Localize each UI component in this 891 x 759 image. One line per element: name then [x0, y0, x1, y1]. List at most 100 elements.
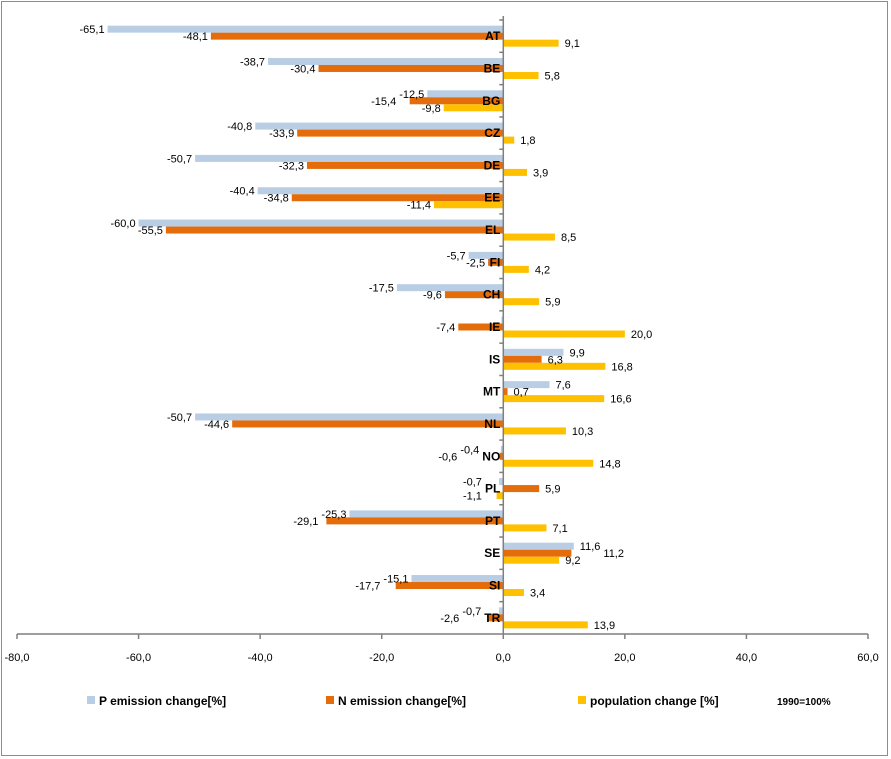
data-label: 5,8 — [545, 70, 560, 82]
data-label: -29,1 — [293, 516, 318, 528]
bar-CH-series-1 — [444, 291, 504, 299]
data-label: -40,4 — [230, 186, 255, 198]
data-label: 0,7 — [514, 387, 529, 399]
data-label: 20,0 — [631, 329, 652, 341]
data-label: -25,3 — [321, 509, 346, 521]
category-label: CH — [483, 288, 500, 302]
bar-SE-series-2 — [503, 556, 560, 564]
bar-IS-series-1 — [503, 355, 542, 363]
bar-PL-series-1 — [503, 485, 540, 493]
bar-BE-series-2 — [503, 71, 539, 79]
baseline-annotation: 1990=100% — [777, 697, 831, 708]
bar-CZ-series-1 — [297, 129, 504, 137]
data-label: -38,7 — [240, 56, 265, 68]
bar-IS-series-2 — [503, 362, 606, 370]
bar-EL-series-1 — [165, 226, 504, 234]
bar-SI-series-0 — [411, 575, 504, 583]
bar-FI-series-1 — [488, 258, 504, 266]
bar-CZ-series-0 — [255, 122, 504, 130]
bar-PT-series-1 — [326, 517, 504, 525]
bar-MT-series-1 — [503, 388, 508, 396]
data-label: -0,6 — [438, 451, 457, 463]
category-label: SE — [484, 546, 500, 560]
bar-IE-series-0 — [501, 316, 504, 324]
data-label: -40,8 — [227, 121, 252, 133]
bar-EE-series-2 — [433, 201, 504, 209]
bar-BE-series-1 — [318, 64, 504, 72]
data-label: -7,4 — [436, 322, 455, 334]
data-label: -0,4 — [460, 444, 479, 456]
category-label: EL — [485, 223, 500, 237]
x-tick-label: 20,0 — [614, 652, 635, 664]
data-label: -15,4 — [371, 96, 396, 108]
data-label: -15,1 — [383, 574, 408, 586]
data-label: -32,3 — [279, 160, 304, 172]
data-label: 4,2 — [535, 264, 550, 276]
category-label: DE — [484, 158, 501, 172]
bar-DE-series-2 — [503, 168, 527, 176]
bar-AT-series-0 — [107, 25, 504, 33]
bar-PL-series-2 — [496, 492, 504, 500]
bar-NO-series-0 — [500, 445, 504, 453]
bar-CH-series-0 — [396, 284, 504, 292]
category-label: IS — [489, 352, 500, 366]
axes-layer: -80,0 -60,0 -40,0 -20,0 0,0 20,0 40,0 60,0 — [4, 16, 879, 664]
data-label: -11,4 — [407, 200, 431, 212]
category-label: FI — [490, 255, 501, 269]
data-label: -1,1 — [463, 491, 482, 503]
category-label: MT — [483, 385, 501, 399]
bar-NL-series-0 — [195, 413, 504, 421]
data-label: 7,1 — [552, 523, 567, 535]
bar-FI-series-0 — [468, 251, 504, 259]
bar-MT-series-2 — [503, 395, 605, 403]
data-label: -50,7 — [167, 153, 192, 165]
data-label: -48,1 — [183, 31, 208, 43]
data-label: 13,9 — [594, 620, 615, 632]
x-tick-label: 0,0 — [496, 652, 511, 664]
category-label: EE — [484, 191, 500, 205]
bar-TR-series-0 — [499, 607, 504, 615]
data-label: 9,1 — [565, 38, 580, 50]
data-label: -34,8 — [264, 193, 289, 205]
data-label: -33,9 — [269, 128, 294, 140]
bar-TR-series-1 — [487, 614, 504, 622]
category-label: NL — [484, 417, 500, 431]
data-label: -30,4 — [290, 63, 315, 75]
legend-label-n-emission: N emission change[%] — [338, 694, 466, 708]
data-label: 11,6 — [580, 541, 601, 553]
x-tick-label: 40,0 — [736, 652, 757, 664]
bar-NL-series-1 — [232, 420, 504, 428]
bar-BG-series-1 — [409, 97, 504, 105]
data-label: 5,9 — [545, 297, 560, 309]
bar-SE-series-1 — [503, 549, 572, 557]
category-labels-layer: AT BE BG CZ DE EE EL FI CH IE IS MT NL NO PL PT SE SI TR — [482, 29, 501, 625]
data-label: 11,2 — [603, 548, 624, 560]
category-label: SI — [489, 579, 500, 593]
data-label: -9,6 — [423, 290, 442, 302]
bar-IE-series-2 — [503, 330, 625, 338]
bar-TR-series-2 — [503, 621, 588, 629]
bar-SI-series-2 — [503, 589, 524, 597]
data-label: 16,8 — [611, 361, 632, 373]
data-label: 6,3 — [548, 354, 563, 366]
category-label: BE — [484, 61, 501, 75]
data-label: -5,7 — [447, 250, 466, 262]
bar-EL-series-2 — [503, 233, 555, 241]
bar-CZ-series-2 — [503, 136, 515, 144]
data-label: -44,6 — [204, 419, 229, 431]
bar-SI-series-1 — [395, 582, 504, 590]
data-label: 3,4 — [530, 588, 545, 600]
data-label: -9,8 — [422, 103, 441, 115]
bar-BE-series-0 — [268, 57, 504, 65]
category-label: CZ — [484, 126, 500, 140]
x-tick-label: 60,0 — [857, 652, 878, 664]
data-label: -12,5 — [399, 89, 424, 101]
bar-NO-series-1 — [499, 452, 504, 460]
bar-AT-series-2 — [503, 39, 559, 47]
x-tick-label: -20,0 — [369, 652, 394, 664]
bar-AT-series-1 — [210, 32, 504, 40]
data-label: -55,5 — [138, 225, 163, 237]
data-label: -2,6 — [440, 613, 459, 625]
